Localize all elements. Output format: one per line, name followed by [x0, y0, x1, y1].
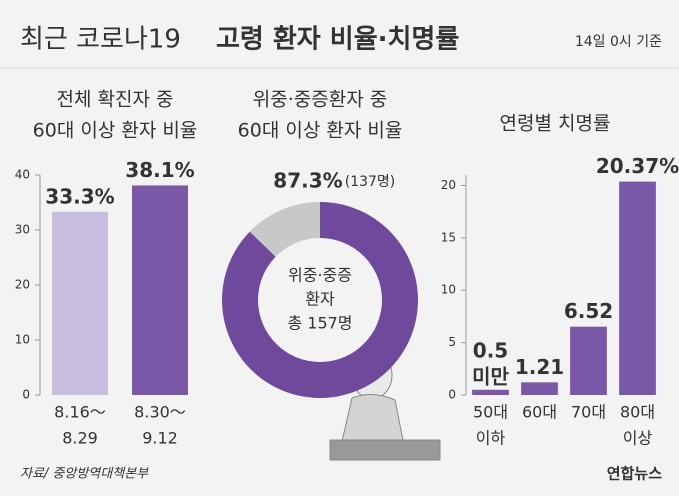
y-tick-label: 10	[15, 333, 30, 347]
x-tick-label: 9.12	[142, 429, 178, 448]
center-text: 환자	[305, 290, 335, 309]
center-text: 총 157명	[287, 314, 352, 333]
x-tick-label: 60대	[522, 403, 557, 422]
value-label: 20.37%	[596, 154, 679, 178]
donut-slice	[249, 202, 320, 257]
x-tick-label: 이상	[623, 429, 653, 448]
value-label: 38.1%	[125, 158, 194, 182]
chart-title: 60대 이상 환자 비율	[238, 120, 403, 142]
donut-slice	[221, 202, 418, 398]
value-label: 미만	[472, 364, 509, 388]
value-label: 0.5	[473, 338, 508, 362]
y-tick-label: 20	[441, 178, 456, 192]
value-label: 6.52	[564, 299, 613, 323]
y-tick-label: 20	[15, 278, 30, 292]
y-tick-label: 40	[15, 168, 30, 182]
bar	[132, 185, 188, 395]
bar	[472, 389, 509, 395]
x-tick-label: 70대	[571, 403, 606, 422]
value-label: 1.21	[515, 355, 564, 379]
center-text: 위중·중증	[288, 266, 352, 285]
x-tick-label: 이하	[476, 429, 506, 448]
y-tick-label: 0	[448, 388, 456, 402]
bar	[570, 326, 607, 395]
chart-title: 60대 이상 환자 비율	[33, 120, 198, 142]
x-tick-label: 8.29	[62, 429, 98, 448]
source: 자료/ 중앙방역대책본부	[20, 467, 149, 482]
bar	[521, 382, 558, 395]
bar	[52, 211, 108, 395]
logo: 연합뉴스	[607, 465, 662, 483]
x-tick-label: 80대	[620, 403, 655, 422]
bar	[619, 181, 656, 395]
title-bold: 고령 환자 비율·치명률	[216, 25, 459, 55]
x-tick-label: 8.30～	[134, 403, 186, 422]
title-light: 최근 코로나19	[20, 25, 181, 55]
annotation: (137명)	[345, 174, 396, 190]
x-tick-label: 8.16～	[54, 403, 106, 422]
y-tick-label: 15	[441, 230, 456, 244]
chart-title: 전체 확진자 중	[57, 89, 174, 111]
value-label: 87.3%	[273, 169, 342, 193]
y-tick-label: 0	[22, 388, 30, 402]
y-tick-label: 30	[15, 223, 30, 237]
y-tick-label: 5	[448, 335, 456, 349]
x-tick-label: 50대	[473, 403, 508, 422]
value-label: 33.3%	[45, 184, 114, 208]
y-tick-label: 10	[441, 283, 456, 297]
chart-title: 연령별 치명률	[500, 113, 611, 135]
chart-title: 위중·중증환자 중	[253, 89, 387, 111]
note: 14일 0시 기준	[575, 34, 662, 50]
